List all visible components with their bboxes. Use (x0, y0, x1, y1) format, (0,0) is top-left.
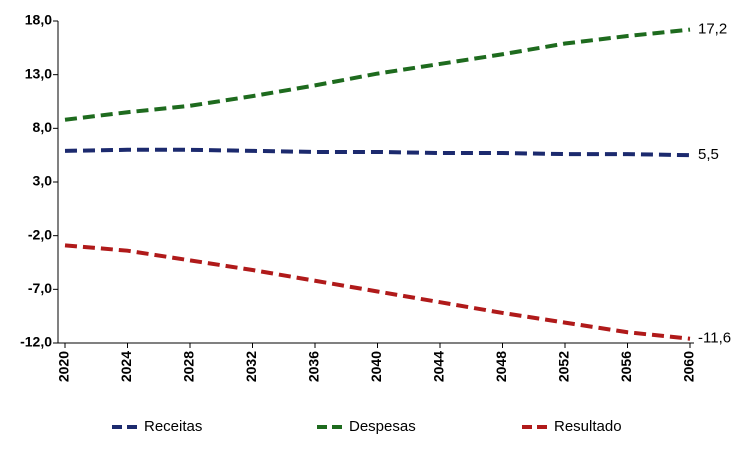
y-tick-label: -12,0 (20, 334, 52, 350)
x-tick-label: 2028 (181, 351, 197, 382)
x-tick-label: 2032 (243, 351, 259, 382)
value-label: 17,2 (698, 21, 727, 38)
data-line (64, 147, 691, 158)
x-tick-label: 2056 (618, 351, 634, 382)
x-tick-label: 2036 (306, 351, 322, 382)
value-label: -11,6 (698, 330, 731, 347)
y-tick-label: 8,0 (33, 119, 53, 135)
x-tick-label: 2024 (118, 351, 134, 382)
x-tick-label: 2048 (493, 351, 509, 382)
y-tick-label: -2,0 (28, 226, 52, 242)
value-label: 5,5 (698, 146, 719, 163)
y-tick-label: -7,0 (28, 280, 52, 296)
data-line (64, 27, 691, 122)
x-tick-label: 2044 (431, 351, 447, 382)
y-tick-label: 18,0 (25, 12, 52, 28)
x-tick-label: 2060 (681, 351, 697, 382)
x-tick-label: 2040 (368, 351, 384, 382)
legend-label: Despesas (349, 418, 416, 435)
data-line (64, 243, 691, 341)
x-tick-label: 2052 (556, 351, 572, 382)
y-tick-label: 13,0 (25, 65, 52, 81)
legend-label: Receitas (144, 418, 202, 435)
x-tick-label: 2020 (56, 351, 72, 382)
y-tick-label: 3,0 (33, 173, 53, 189)
legend-label: Resultado (554, 418, 622, 435)
